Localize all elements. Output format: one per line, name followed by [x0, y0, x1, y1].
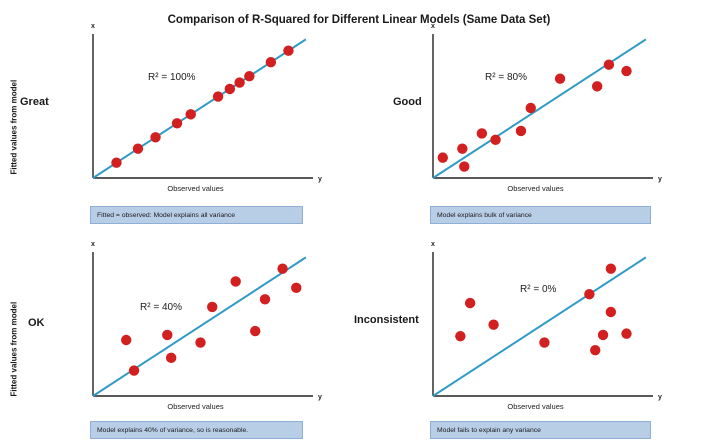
- data-point: [464, 297, 476, 309]
- data-point: [244, 70, 255, 82]
- y-axis-end-label: x: [431, 23, 435, 30]
- data-point: [212, 91, 224, 102]
- data-point: [224, 83, 236, 95]
- quality-label-inconsistent: Inconsistent: [354, 314, 419, 326]
- r-squared-label: R² = 80%: [485, 72, 527, 83]
- data-point: [185, 109, 196, 120]
- data-point: [603, 59, 615, 70]
- y-axis-end-label: x: [431, 241, 435, 248]
- data-point: [162, 329, 173, 341]
- data-point: [554, 73, 566, 84]
- data-point: [490, 134, 501, 146]
- data-point: [230, 276, 241, 287]
- data-point: [195, 337, 206, 348]
- caption-top-left: Fitted = observed: Model explains all va…: [90, 206, 303, 224]
- quality-label-great: Great: [20, 96, 49, 108]
- x-axis-end-label: y: [318, 176, 322, 183]
- data-point: [476, 128, 488, 139]
- fit-line: [432, 256, 647, 397]
- x-axis-label: Observed values: [167, 402, 224, 411]
- data-point: [621, 328, 632, 339]
- data-point: [207, 301, 218, 313]
- x-axis-label: Observed values: [167, 184, 224, 193]
- chart-title: Comparison of R-Squared for Different Li…: [167, 14, 551, 26]
- data-point: [250, 325, 261, 337]
- caption-top-right: Model explains bulk of variance: [430, 206, 651, 224]
- data-point: [165, 352, 177, 364]
- x-axis-end-label: y: [658, 176, 662, 183]
- y-axis-label-bottom: Fitted values from model: [9, 301, 19, 397]
- data-point: [234, 77, 245, 88]
- data-point: [605, 263, 617, 274]
- x-axis-end-label: y: [318, 394, 322, 401]
- y-axis-label-top: Fitted values from model: [9, 79, 19, 175]
- r-squared-label: R² = 100%: [148, 72, 196, 83]
- data-point: [584, 288, 595, 300]
- x-axis-end-label: y: [658, 394, 662, 401]
- r-squared-label: R² = 40%: [140, 302, 182, 313]
- scatter-panel-bottom-right: y x Observed values R² = 0%: [431, 241, 662, 411]
- scatter-panel-top-right: y x Observed values R² = 80%: [431, 23, 662, 193]
- y-axis-end-label: x: [91, 23, 95, 30]
- data-point: [111, 157, 122, 168]
- data-point: [621, 65, 632, 77]
- data-point: [590, 344, 601, 356]
- data-point: [455, 330, 466, 342]
- data-point: [265, 56, 277, 68]
- data-point: [525, 102, 536, 114]
- data-point: [515, 125, 527, 137]
- data-point: [291, 282, 302, 294]
- data-point: [283, 45, 294, 56]
- data-point: [437, 152, 448, 163]
- data-point: [171, 118, 183, 129]
- data-point: [488, 319, 499, 330]
- data-point: [459, 161, 470, 172]
- y-axis-end-label: x: [91, 241, 95, 248]
- data-point: [605, 306, 617, 318]
- caption-bottom-left: Model explains 40% of variance, so is re…: [90, 421, 303, 439]
- data-point: [277, 263, 288, 274]
- fit-line: [92, 256, 307, 397]
- r-squared-label: R² = 0%: [520, 284, 557, 295]
- quality-label-ok: OK: [28, 317, 45, 329]
- quality-label-good: Good: [393, 96, 422, 108]
- data-point: [132, 143, 144, 154]
- x-axis-label: Observed values: [507, 402, 564, 411]
- scatter-panel-top-left: y x Observed values R² = 100%: [91, 23, 322, 193]
- data-point: [150, 132, 161, 143]
- scatter-panel-bottom-left: y x Observed values R² = 40%: [91, 241, 322, 411]
- data-point: [259, 294, 271, 305]
- data-point: [121, 334, 132, 346]
- fit-line: [432, 38, 647, 179]
- x-axis-label: Observed values: [507, 184, 564, 193]
- caption-bottom-right: Model fails to explain any variance: [430, 421, 651, 439]
- data-point: [539, 337, 550, 348]
- data-point: [457, 143, 468, 154]
- data-point: [597, 329, 609, 341]
- data-point: [591, 81, 603, 92]
- data-point: [128, 365, 140, 376]
